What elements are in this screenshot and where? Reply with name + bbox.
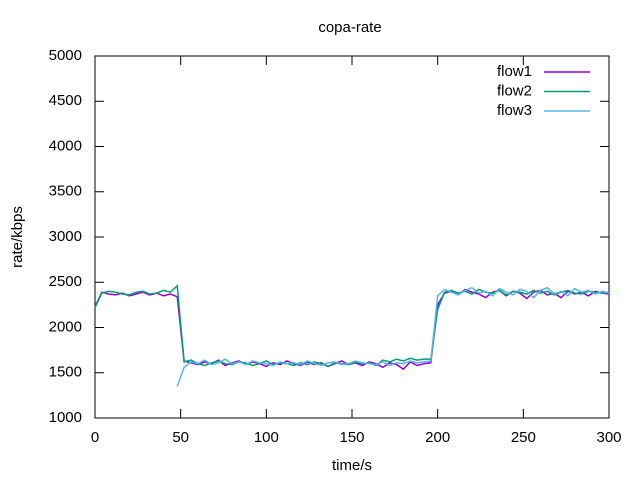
y-tick-label: 3500 bbox=[49, 183, 82, 200]
y-tick-label: 2500 bbox=[49, 273, 82, 290]
y-axis-label: rate/kbps bbox=[9, 206, 26, 268]
y-tick-label: 1000 bbox=[49, 409, 82, 426]
x-tick-label: 50 bbox=[172, 429, 189, 446]
data-line bbox=[94, 284, 610, 368]
y-tick-label: 1500 bbox=[49, 364, 82, 381]
x-tick-label: 0 bbox=[91, 429, 99, 446]
chart-title: copa-rate bbox=[318, 19, 381, 36]
x-tick-label: 250 bbox=[511, 429, 536, 446]
plot-border bbox=[94, 55, 610, 419]
legend-label: flow1 bbox=[497, 63, 532, 80]
data-line bbox=[176, 286, 610, 387]
data-line bbox=[94, 288, 610, 371]
x-tick-label: 200 bbox=[425, 429, 450, 446]
y-tick-label: 5000 bbox=[49, 47, 82, 64]
legend-label: flow3 bbox=[497, 102, 532, 119]
x-tick-label: 150 bbox=[339, 429, 364, 446]
x-tick-label: 100 bbox=[254, 429, 279, 446]
x-axis-label: time/s bbox=[332, 457, 372, 474]
x-tick-label: 300 bbox=[596, 429, 621, 446]
y-tick-label: 4000 bbox=[49, 137, 82, 154]
legend-label: flow2 bbox=[497, 82, 532, 99]
y-tick-label: 3000 bbox=[49, 228, 82, 245]
y-tick-label: 4500 bbox=[49, 92, 82, 109]
y-tick-label: 2000 bbox=[49, 318, 82, 335]
